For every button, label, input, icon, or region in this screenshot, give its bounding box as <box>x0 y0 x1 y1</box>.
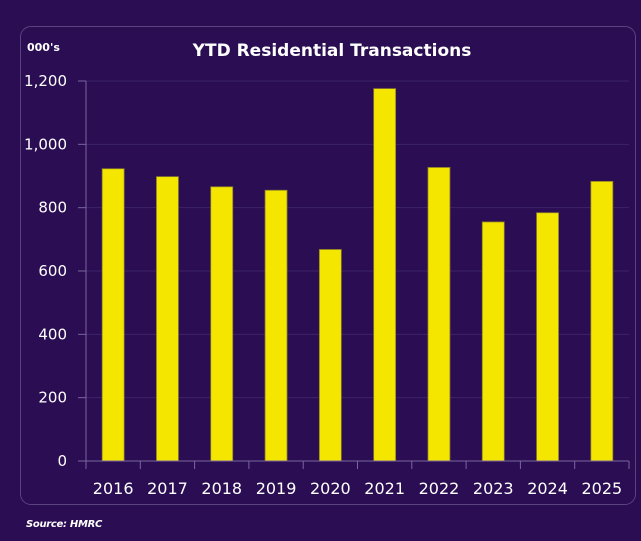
x-tick-label: 2017 <box>147 479 188 498</box>
x-tick-label: 2024 <box>527 479 568 498</box>
x-tick-labels: 2016 2017 2018 2019 2020 2021 2022 2023 2024 2025 <box>93 479 622 498</box>
source-note: Source: HMRC <box>26 519 103 530</box>
x-tick-label: 2020 <box>310 479 351 498</box>
x-tick-label: 2023 <box>473 479 514 498</box>
bars <box>101 88 614 462</box>
bar-2021 <box>373 88 397 462</box>
bar-2018 <box>210 186 234 462</box>
bar-2017 <box>156 176 179 462</box>
chart-panel <box>20 26 636 505</box>
axes <box>78 80 630 469</box>
y-tick-label: 200 <box>38 389 67 407</box>
x-tick-label: 2022 <box>419 479 460 498</box>
bar-2019 <box>264 189 288 462</box>
x-tick-label: 2018 <box>201 479 242 498</box>
x-tick-label: 2021 <box>364 479 405 498</box>
y-tick-label: 800 <box>38 199 67 217</box>
bar-2016 <box>101 168 125 462</box>
bar-2025 <box>590 180 614 462</box>
y-tick-labels: 0 200 400 600 800 1,000 1,200 <box>24 72 67 470</box>
y-tick-label: 600 <box>38 262 67 280</box>
bar-2023 <box>481 221 505 462</box>
x-tick-label: 2019 <box>256 479 297 498</box>
x-tick-label: 2016 <box>93 479 134 498</box>
y-tick-label: 1,000 <box>24 135 67 153</box>
bar-2020 <box>318 249 342 462</box>
bar-2024 <box>536 212 559 462</box>
y-axis-unit-label: 000's <box>27 41 60 54</box>
y-tick-label: 400 <box>38 325 67 343</box>
chart-title: YTD Residential Transactions <box>192 41 472 61</box>
y-tick-label: 1,200 <box>24 72 67 90</box>
x-tick-label: 2025 <box>581 479 622 498</box>
y-tick-label: 0 <box>57 452 67 470</box>
bar-2022 <box>427 167 451 462</box>
